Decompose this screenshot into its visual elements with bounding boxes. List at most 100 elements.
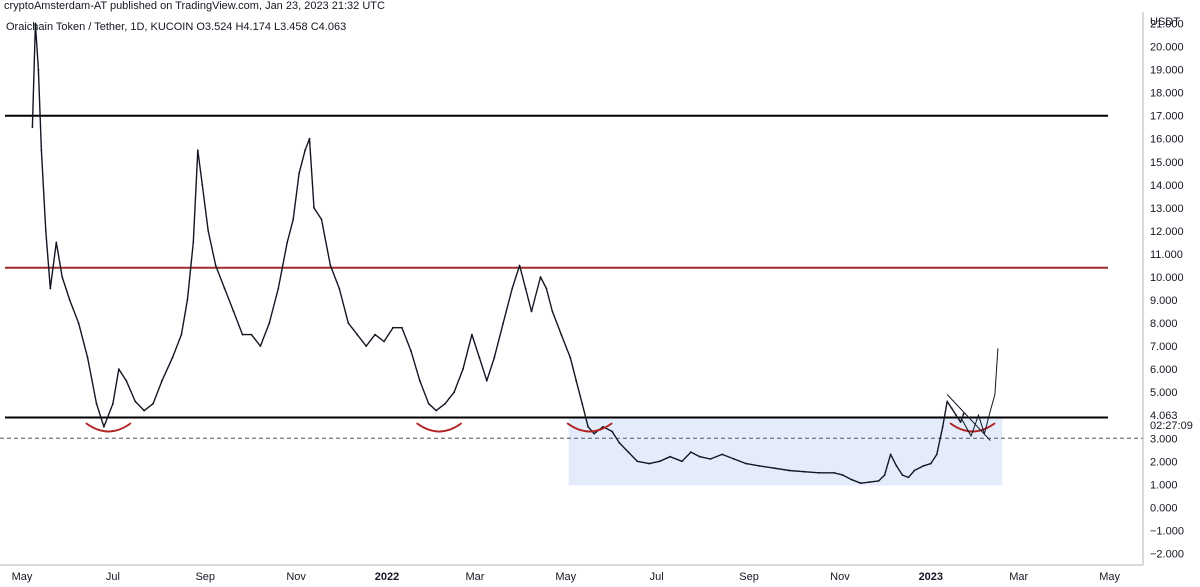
price-point-76 bbox=[602, 425, 604, 428]
price-tick-label-19: 2.000 bbox=[1150, 456, 1178, 468]
price-point-62 bbox=[502, 322, 505, 324]
price-point-78 bbox=[618, 442, 621, 444]
price-point-38 bbox=[304, 149, 306, 152]
price-point-114 bbox=[955, 414, 957, 417]
price-point-83 bbox=[669, 455, 671, 458]
price-point-65 bbox=[524, 287, 527, 290]
price-point-71 bbox=[569, 356, 572, 359]
time-tick-label-12: May bbox=[1099, 571, 1120, 583]
price-point-14 bbox=[117, 368, 120, 370]
price-point-90 bbox=[745, 462, 747, 465]
price-point-12 bbox=[103, 425, 105, 428]
price-point-81 bbox=[648, 462, 651, 465]
time-axis-ticks[interactable]: May Jul Sep Nov 2022 Mar May Jul Sep Nov 2023 Mar Ma… bbox=[12, 571, 1121, 583]
price-tick-label-11: 10.000 bbox=[1150, 272, 1184, 284]
price-point-60 bbox=[485, 379, 488, 382]
time-tick-label-9: Nov bbox=[830, 571, 850, 583]
price-point-100 bbox=[868, 481, 871, 483]
price-point-30 bbox=[241, 333, 244, 336]
last-price-label: 4.063 bbox=[1150, 410, 1178, 422]
price-point-43 bbox=[338, 287, 341, 290]
price-point-13 bbox=[112, 402, 114, 405]
price-point-88 bbox=[721, 453, 724, 456]
price-point-87 bbox=[709, 458, 712, 460]
price-point-5 bbox=[49, 287, 52, 290]
time-tick-label-4: 2022 bbox=[375, 571, 399, 583]
price-point-79 bbox=[627, 451, 630, 453]
price-point-102 bbox=[883, 474, 886, 476]
price-axis-currency: USDT bbox=[1150, 16, 1180, 28]
price-point-69 bbox=[551, 310, 554, 313]
time-tick-label-11: Mar bbox=[1009, 571, 1028, 583]
price-point-37 bbox=[298, 172, 300, 175]
price-tick-label-3: 18.000 bbox=[1150, 88, 1184, 100]
consolidation-zone-layer bbox=[568, 417, 1003, 486]
price-point-48 bbox=[383, 340, 385, 343]
price-point-47 bbox=[374, 333, 376, 336]
price-point-113 bbox=[950, 407, 953, 410]
price-point-35 bbox=[286, 241, 289, 244]
price-tick-label-8: 13.000 bbox=[1150, 203, 1184, 215]
price-point-31 bbox=[250, 333, 253, 336]
price-tick-label-18: 3.000 bbox=[1150, 433, 1178, 445]
horizontal-levels-layer bbox=[0, 114, 1143, 439]
price-point-51 bbox=[410, 349, 412, 352]
price-point-86 bbox=[699, 455, 701, 458]
price-point-109 bbox=[929, 462, 932, 465]
price-point-108 bbox=[922, 465, 925, 467]
price-point-10 bbox=[86, 356, 89, 359]
price-point-32 bbox=[259, 345, 262, 347]
price-point-96 bbox=[833, 471, 835, 474]
consolidation-zone bbox=[568, 417, 1003, 486]
price-point-95 bbox=[818, 471, 820, 474]
support-arc-1 bbox=[416, 422, 463, 433]
price-point-93 bbox=[788, 469, 791, 472]
price-point-42 bbox=[329, 264, 332, 267]
price-point-89 bbox=[733, 458, 735, 460]
price-point-91 bbox=[758, 465, 761, 467]
price-point-6 bbox=[55, 241, 58, 244]
price-point-8 bbox=[68, 299, 71, 301]
price-point-19 bbox=[161, 379, 163, 382]
price-point-57 bbox=[462, 368, 464, 370]
time-tick-label-0: May bbox=[12, 571, 33, 583]
price-point-85 bbox=[690, 451, 692, 453]
price-point-15 bbox=[125, 379, 128, 382]
price-point-21 bbox=[180, 333, 183, 336]
price-point-18 bbox=[152, 402, 155, 405]
price-tick-label-9: 12.000 bbox=[1150, 226, 1184, 238]
price-point-111 bbox=[941, 425, 944, 428]
price-tick-label-7: 14.000 bbox=[1150, 180, 1184, 192]
price-point-73 bbox=[581, 402, 584, 405]
price-tick-label-14: 7.000 bbox=[1150, 341, 1178, 353]
price-point-74 bbox=[587, 425, 589, 428]
price-tick-label-5: 16.000 bbox=[1150, 134, 1184, 146]
price-point-56 bbox=[453, 391, 455, 394]
price-axis-ticks[interactable]: 21.000 20.000 19.000 18.000 17.000 16.000 15.0… bbox=[1150, 19, 1184, 561]
price-point-7 bbox=[61, 276, 64, 278]
price-point-103 bbox=[889, 453, 892, 456]
price-point-46 bbox=[365, 345, 368, 347]
time-tick-label-2: Sep bbox=[195, 571, 215, 583]
price-point-112 bbox=[946, 400, 949, 403]
price-point-54 bbox=[435, 409, 438, 412]
price-point-72 bbox=[575, 379, 578, 382]
price-point-2 bbox=[37, 68, 40, 71]
price-point-94 bbox=[803, 470, 806, 473]
price-point-58 bbox=[471, 333, 473, 336]
price-point-52 bbox=[418, 379, 421, 382]
time-tick-label-10: 2023 bbox=[919, 571, 943, 583]
price-tick-label-13: 8.000 bbox=[1150, 318, 1178, 330]
price-point-67 bbox=[539, 276, 542, 278]
price-tick-label-1: 20.000 bbox=[1150, 42, 1184, 54]
price-point-50 bbox=[401, 326, 403, 329]
price-tick-label-21: 0.000 bbox=[1150, 502, 1178, 514]
price-point-11 bbox=[95, 402, 98, 405]
price-point-44 bbox=[347, 322, 350, 324]
price-point-92 bbox=[773, 467, 776, 470]
price-point-23 bbox=[192, 241, 195, 244]
price-point-82 bbox=[658, 460, 661, 463]
price-point-105 bbox=[901, 474, 904, 476]
price-point-40 bbox=[313, 207, 315, 209]
